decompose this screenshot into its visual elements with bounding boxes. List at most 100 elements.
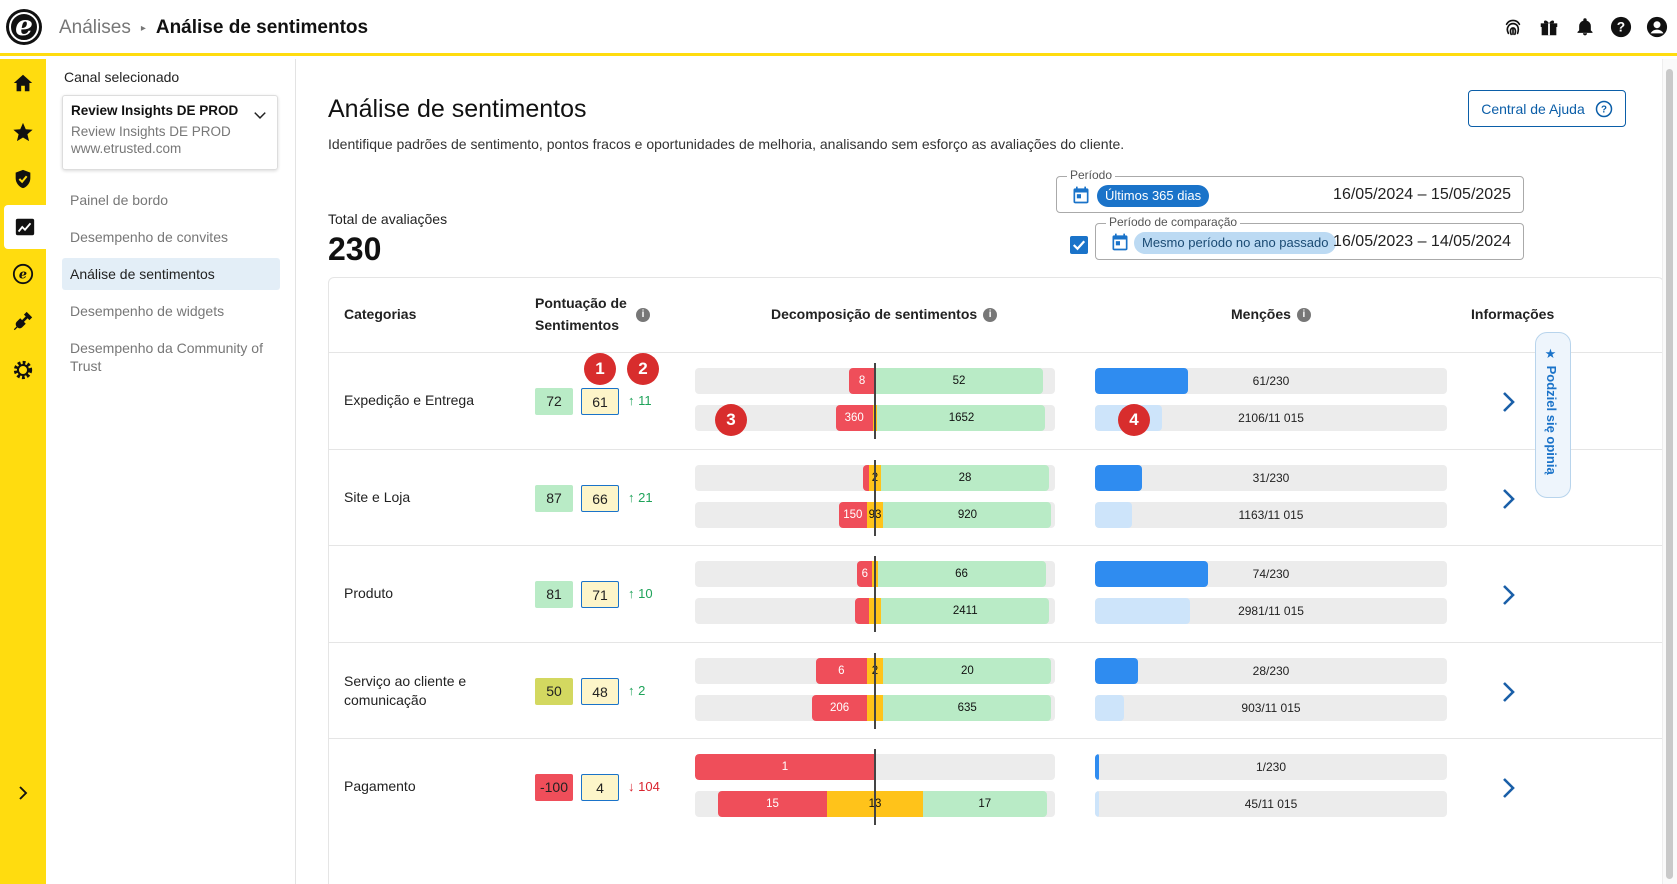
segment-positive: 17 bbox=[922, 791, 1048, 817]
mentions-bar-previous: 2981/11 015 bbox=[1095, 598, 1447, 624]
mentions-label: 74/230 bbox=[1252, 567, 1290, 581]
top-bar: e Análises ▸ Análise de sentimentos ? bbox=[0, 0, 1677, 56]
sentiment-score: 81 bbox=[535, 581, 573, 608]
sidebar-item-sentiment-analysis[interactable]: Análise de sentimentos bbox=[62, 258, 280, 290]
segment-negative bbox=[855, 598, 869, 624]
score-delta: ↑ 10 bbox=[628, 586, 653, 601]
mentions-label: 61/230 bbox=[1252, 374, 1290, 388]
page-title: Análise de sentimentos bbox=[328, 95, 587, 123]
category-name: Expedição e Entrega bbox=[344, 392, 474, 408]
segment-negative: 15 bbox=[717, 791, 828, 817]
star-icon: ★ bbox=[1544, 347, 1559, 366]
arrow-up-icon: ↑ bbox=[628, 489, 639, 505]
help-center-label: Central de Ajuda bbox=[1481, 100, 1585, 117]
segment-negative: 8 bbox=[849, 368, 875, 394]
chevron-right-icon[interactable] bbox=[1497, 580, 1521, 610]
table-row: Serviço ao cliente e comunicação 50 48 ↑ 2 6… bbox=[329, 641, 1662, 739]
mentions-fill bbox=[1095, 791, 1099, 817]
annotation-badge-1: 1 bbox=[584, 353, 616, 385]
period-legend: Período bbox=[1067, 168, 1116, 182]
breakdown-info-icon[interactable]: i bbox=[983, 308, 998, 323]
segment-positive: 28 bbox=[881, 464, 1049, 491]
sentiment-score: 72 bbox=[535, 388, 573, 415]
annotation-badge-2: 2 bbox=[627, 353, 659, 385]
sentiment-score: 87 bbox=[535, 484, 573, 512]
fingerprint-icon[interactable] bbox=[1501, 15, 1525, 39]
category-name: Produto bbox=[344, 585, 394, 601]
comparison-dates: 16/05/2023 – 14/05/2024 bbox=[1333, 233, 1511, 250]
segment-negative: 6 bbox=[816, 657, 867, 684]
total-reviews-value: 230 bbox=[328, 231, 382, 267]
sidebar-item-dashboard[interactable]: Painel de bordo bbox=[70, 192, 169, 208]
main-content: Análise de sentimentos Identifique padrõ… bbox=[296, 59, 1662, 884]
period-selector[interactable]: Período Últimos 365 dias 16/05/2024 – 15… bbox=[1056, 168, 1524, 213]
chevron-down-icon[interactable] bbox=[253, 108, 267, 127]
mentions-bar-current: 31/230 bbox=[1095, 464, 1447, 491]
chevron-right-icon[interactable] bbox=[1497, 677, 1521, 707]
header-mentions-label: Menções bbox=[1231, 306, 1291, 322]
rail-etrusted-e-icon[interactable]: e bbox=[0, 252, 46, 296]
rail-gear-icon[interactable] bbox=[0, 348, 46, 392]
score-info-icon[interactable]: i bbox=[636, 308, 650, 322]
comparison-legend: Período de comparação bbox=[1106, 215, 1241, 229]
feedback-tab-text: Podziel się opinią bbox=[1544, 365, 1559, 475]
segment-positive: 66 bbox=[877, 561, 1046, 587]
sidebar-item-widget-performance[interactable]: Desempenho de widgets bbox=[70, 303, 225, 319]
mentions-label: 31/230 bbox=[1252, 470, 1290, 485]
sidebar: Canal selecionado Review Insights DE PRO… bbox=[46, 59, 296, 884]
page-description: Identifique padrões de sentimento, ponto… bbox=[328, 136, 1125, 152]
sentiment-score: -100 bbox=[535, 774, 573, 801]
mentions-info-icon[interactable]: i bbox=[1296, 308, 1311, 323]
chevron-right-icon[interactable] bbox=[1497, 773, 1521, 803]
rail-star-icon[interactable] bbox=[0, 110, 46, 154]
score-delta-value: 11 bbox=[638, 393, 652, 408]
breakdown-center-line bbox=[874, 652, 876, 729]
scrollbar[interactable] bbox=[1662, 59, 1677, 884]
rail-analytics-chart-icon[interactable] bbox=[4, 205, 46, 249]
sentiment-score-previous: 61 bbox=[581, 388, 619, 415]
sidebar-item-community-of-trust[interactable]: Desempenho da Community of Trust bbox=[70, 340, 263, 374]
sidebar-item-invite-performance[interactable]: Desempenho de convites bbox=[70, 229, 228, 245]
rail-shield-check-icon[interactable] bbox=[0, 157, 46, 201]
channel-selector[interactable]: Review Insights DE PROD Review Insights … bbox=[62, 95, 278, 170]
comparison-checkbox[interactable] bbox=[1070, 236, 1088, 254]
calendar-icon bbox=[1110, 232, 1130, 257]
sentiment-score-previous: 48 bbox=[581, 677, 619, 705]
help-center-button[interactable]: Central de Ajuda ? bbox=[1468, 90, 1626, 127]
segment-positive: 635 bbox=[883, 694, 1052, 721]
chevron-right-icon[interactable] bbox=[1497, 387, 1521, 417]
period-chip: Últimos 365 dias bbox=[1097, 185, 1210, 207]
channel-subtitle: Review Insights DE PROD bbox=[71, 124, 231, 139]
etrusted-logo[interactable]: e bbox=[6, 9, 42, 45]
mentions-label: 2106/11 015 bbox=[1238, 411, 1304, 425]
bell-icon[interactable] bbox=[1573, 15, 1597, 39]
mentions-bar-previous: 903/11 015 bbox=[1095, 694, 1447, 721]
rail-plug-icon[interactable] bbox=[0, 299, 46, 343]
segment-positive: 920 bbox=[883, 501, 1052, 528]
svg-text:?: ? bbox=[1601, 104, 1607, 115]
mentions-fill bbox=[1095, 561, 1209, 587]
feedback-tab[interactable]: ★ Podziel się opinią bbox=[1535, 332, 1571, 498]
mentions-fill bbox=[1095, 657, 1138, 684]
score-delta-value: 21 bbox=[638, 489, 653, 505]
breadcrumb-parent[interactable]: Análises bbox=[59, 17, 131, 38]
account-icon[interactable] bbox=[1645, 15, 1669, 39]
gift-icon[interactable] bbox=[1537, 15, 1561, 39]
feedback-tab-label: ★ Podziel się opinią bbox=[1544, 347, 1559, 475]
comparison-period-selector[interactable]: Período de comparação Mesmo período no a… bbox=[1095, 215, 1524, 260]
rail-home-icon[interactable] bbox=[0, 61, 46, 105]
scroll-thumb[interactable] bbox=[1666, 69, 1673, 879]
segment-negative: 360 bbox=[835, 405, 873, 431]
help-icon[interactable]: ? bbox=[1609, 15, 1633, 39]
mentions-fill bbox=[1095, 598, 1191, 624]
header-score: Pontuação de Sentimentos bbox=[535, 295, 627, 333]
chevron-right-icon[interactable] bbox=[1497, 484, 1521, 514]
total-reviews-label: Total de avaliações bbox=[328, 211, 448, 227]
calendar-icon bbox=[1071, 185, 1091, 210]
rail-expand-chevron-icon[interactable] bbox=[0, 771, 46, 815]
svg-text:e: e bbox=[19, 268, 27, 283]
sentiment-table: Categorias Pontuação de Sentimentos i De… bbox=[328, 277, 1662, 884]
mentions-bar-current: 61/230 bbox=[1095, 368, 1447, 394]
mentions-label: 1/230 bbox=[1255, 760, 1287, 774]
